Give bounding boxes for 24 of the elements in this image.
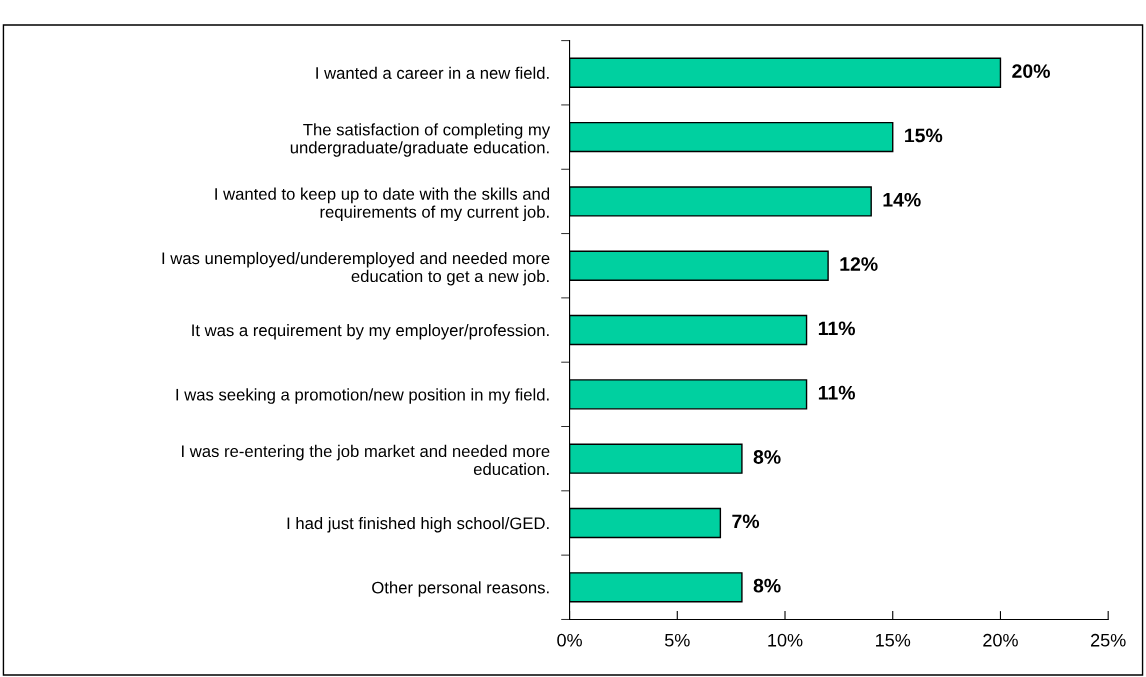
data-label: 11% [818,321,855,336]
data-label: 7% [732,514,760,529]
y-tick-label: I had just finished high school/GED. [287,516,549,533]
data-label: 8% [753,578,781,593]
x-tick-label: 10% [768,633,803,647]
data-label: 15% [905,128,943,143]
data-label: 20% [1012,64,1050,78]
y-tick-label: I wanted to keep up to date with the skills and requirements of my current job. [215,187,550,222]
data-label: 8% [753,450,781,464]
y-tick-label: I was seeking a promotion/new position in my field. [176,388,549,404]
x-tick-label: 25% [1091,633,1126,647]
y-tick-label: I was unemployed/underemployed and needed more education to get a new job. [162,251,550,286]
y-tick-label: I wanted a career in a new field. [316,66,549,79]
x-tick-label: 15% [876,633,911,647]
y-tick-label: It was a requirement by my employer/profession. [192,324,549,340]
data-label: 12% [840,257,878,271]
y-tick-label: The satisfaction of completing my undergraduate/graduate education. [290,123,551,157]
x-tick-label: 0% [557,633,582,647]
y-tick-label: I was re-entering the job market and needed more education. [182,444,550,476]
y-tick-label: Other personal reasons. [372,581,549,597]
x-tick-label: 20% [983,633,1018,647]
x-tick-label: 5% [664,633,690,647]
data-label: 14% [883,192,921,207]
data-label: 11% [818,385,855,400]
